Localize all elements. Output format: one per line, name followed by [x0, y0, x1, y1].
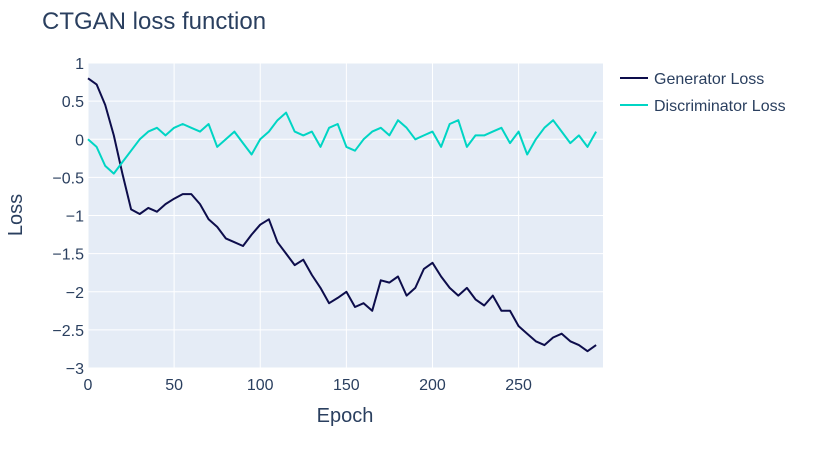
x-tick-label: 100	[247, 377, 274, 394]
x-axis-ticks: 0 50 100 150 200 250	[84, 377, 533, 394]
series-line-0	[87, 77, 597, 353]
y-tick-label: −1.5	[52, 247, 84, 264]
x-tick-label: 250	[505, 377, 532, 394]
legend: Generator Loss Discriminator Loss	[620, 71, 786, 115]
x-tick-label: 200	[419, 377, 446, 394]
x-axis-title: Epoch	[317, 405, 374, 427]
x-tick-label: 150	[333, 377, 360, 394]
y-tick-label: −1	[66, 209, 84, 226]
y-tick-label: −0.5	[52, 170, 84, 187]
series-lines	[87, 77, 597, 353]
chart-title: CTGAN loss function	[42, 8, 266, 35]
legend-label-1: Discriminator Loss	[654, 98, 786, 115]
series-line-1	[87, 111, 597, 175]
y-axis-title: Loss	[5, 194, 27, 236]
y-tick-label: 0.5	[62, 94, 84, 111]
y-axis-ticks: 1 0.5 0 −0.5 −1 −1.5 −2 −2.5 −3	[52, 56, 84, 378]
y-tick-label: −3	[66, 361, 84, 378]
y-tick-label: 1	[75, 56, 84, 73]
y-tick-label: −2.5	[52, 323, 84, 340]
grid	[87, 62, 603, 369]
legend-label-0: Generator Loss	[654, 71, 764, 88]
y-tick-label: 0	[75, 132, 84, 149]
y-tick-label: −2	[66, 285, 84, 302]
x-tick-label: 0	[84, 377, 93, 394]
x-tick-label: 50	[165, 377, 183, 394]
